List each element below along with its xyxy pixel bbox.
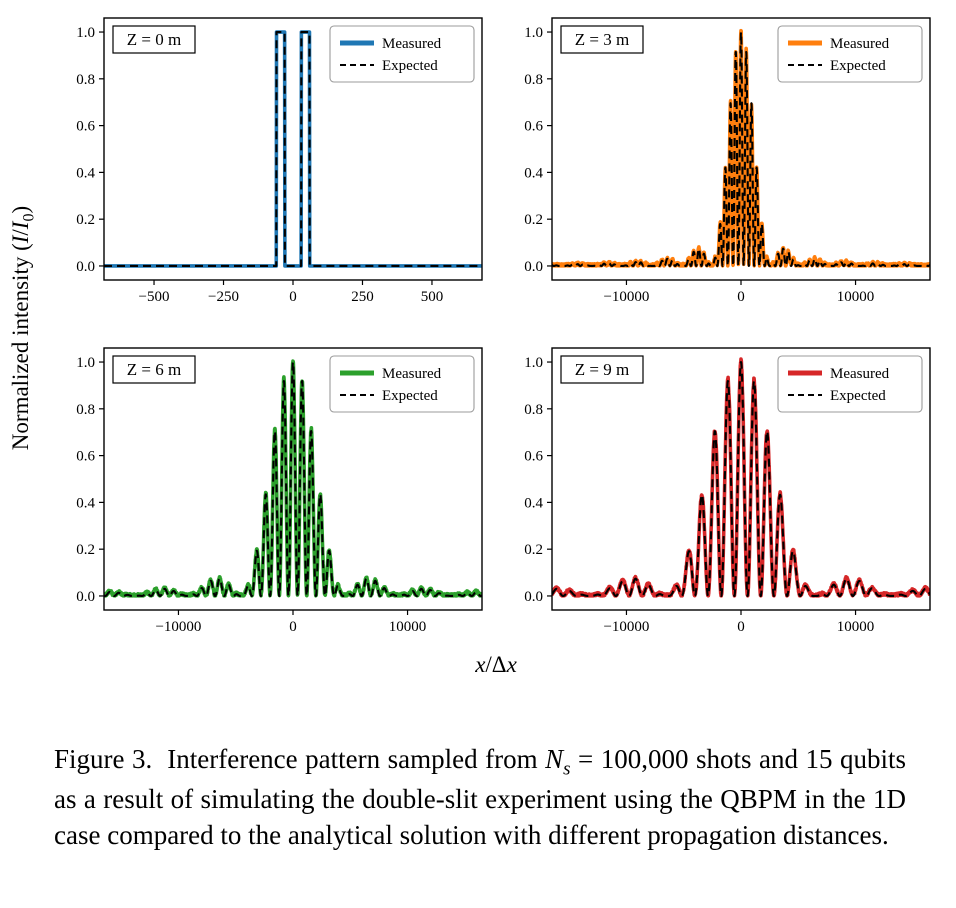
legend-expected-label: Expected xyxy=(382,58,438,74)
y-tick-label: 0.6 xyxy=(76,119,95,135)
expected-curve xyxy=(104,360,482,598)
y-tick-label: 0.2 xyxy=(76,542,95,558)
y-tick-label: 1.0 xyxy=(524,25,543,41)
panel-label-box xyxy=(560,355,644,384)
x-tick-label: −10000 xyxy=(155,619,201,635)
x-tick-label: −250 xyxy=(208,289,239,305)
text-segment: ) xyxy=(8,205,33,214)
legend-box xyxy=(777,355,923,413)
y-tick-label: 0.4 xyxy=(76,165,95,181)
x-tick-label: 10000 xyxy=(837,619,875,635)
plot-frame xyxy=(103,347,483,611)
plots-grid: −500 −250 0 250 500 0.0 0.2 0.4 0.6 0.8 1.0 Z = 0 m… xyxy=(52,8,940,648)
x-tick-label: 10000 xyxy=(389,619,427,635)
y-tick-label: 1.0 xyxy=(524,355,543,371)
text-segment: x xyxy=(506,652,517,677)
x-tick-label: 10000 xyxy=(837,289,875,305)
text-segment: N xyxy=(545,744,564,774)
text-segment: Figure 3. Interference pattern sampled f… xyxy=(54,744,546,774)
x-tick-label: 0 xyxy=(289,619,297,635)
panel-label-box xyxy=(112,355,196,384)
panel-label-box xyxy=(112,25,196,54)
legend-box xyxy=(329,25,475,83)
plot-frame xyxy=(551,17,931,281)
text-segment: /Δ xyxy=(485,652,507,677)
y-axis-label: Normalized intensity (I/I0) xyxy=(8,8,40,648)
text-segment: I xyxy=(8,221,33,230)
text-segment: = 100,000 shots and 15 qubits as a resul… xyxy=(54,744,906,850)
subplot-svg: −10000 0 10000 0.0 0.2 0.4 0.6 0.8 1.0 Z = 9 m Mea… xyxy=(524,347,931,635)
legend-measured-label: Measured xyxy=(382,36,442,52)
text-segment: Normalized intensity ( xyxy=(8,243,33,451)
legend-measured-label: Measured xyxy=(830,366,890,382)
x-tick-label: −500 xyxy=(139,289,170,305)
subplot-z9: −10000 0 10000 0.0 0.2 0.4 0.6 0.8 1.0 Z = 9 m Mea… xyxy=(500,338,940,648)
plot-frame xyxy=(551,347,931,611)
subplot-z0: −500 −250 0 250 500 0.0 0.2 0.4 0.6 0.8 1.0 Z = 0 m… xyxy=(52,8,492,318)
y-tick-label: 0.6 xyxy=(524,449,543,465)
subplot-svg: −10000 0 10000 0.0 0.2 0.4 0.6 0.8 1.0 Z = 6 m Mea… xyxy=(76,347,483,635)
plot-frame xyxy=(103,17,483,281)
expected-curve xyxy=(104,30,482,268)
y-tick-label: 0.4 xyxy=(524,495,543,511)
panel-label-box xyxy=(560,25,644,54)
x-axis-label: x/Δx xyxy=(52,652,940,678)
y-tick-label: 0.0 xyxy=(76,589,95,605)
x-tick-label: −10000 xyxy=(603,289,649,305)
y-tick-label: 0.8 xyxy=(524,72,543,88)
legend-measured-label: Measured xyxy=(382,366,442,382)
legend-expected-label: Expected xyxy=(830,58,886,74)
text-segment: / xyxy=(8,229,33,236)
text-segment: I xyxy=(8,235,33,244)
y-tick-label: 0.6 xyxy=(76,449,95,465)
legend-box xyxy=(777,25,923,83)
y-tick-label: 0.8 xyxy=(524,402,543,418)
y-tick-label: 1.0 xyxy=(76,355,95,371)
subplot-z6: −10000 0 10000 0.0 0.2 0.4 0.6 0.8 1.0 Z = 6 m Mea… xyxy=(52,338,492,648)
y-tick-label: 0.6 xyxy=(524,119,543,135)
legend-expected-label: Expected xyxy=(382,388,438,404)
x-tick-label: 250 xyxy=(351,289,374,305)
panel-label-text: Z = 3 m xyxy=(575,30,629,49)
expected-curve xyxy=(552,30,930,268)
subplot-svg: −500 −250 0 250 500 0.0 0.2 0.4 0.6 0.8 1.0 Z = 0 m… xyxy=(76,17,483,305)
y-tick-label: 0.4 xyxy=(76,495,95,511)
x-tick-label: 0 xyxy=(289,289,297,305)
y-tick-label: 0.0 xyxy=(524,589,543,605)
y-tick-label: 0.2 xyxy=(524,542,543,558)
y-tick-label: 0.0 xyxy=(76,259,95,275)
text-segment: s xyxy=(563,758,571,780)
x-tick-label: 500 xyxy=(421,289,444,305)
y-tick-label: 0.4 xyxy=(524,165,543,181)
subplot-z3: −10000 0 10000 0.0 0.2 0.4 0.6 0.8 1.0 Z = 3 m Mea… xyxy=(500,8,940,318)
subplot-svg: −10000 0 10000 0.0 0.2 0.4 0.6 0.8 1.0 Z = 3 m Mea… xyxy=(524,17,931,305)
legend-box xyxy=(329,355,475,413)
y-tick-label: 0.2 xyxy=(524,212,543,228)
y-tick-label: 0.8 xyxy=(76,402,95,418)
y-tick-label: 0.8 xyxy=(76,72,95,88)
legend-measured-label: Measured xyxy=(830,36,890,52)
figure-caption: Figure 3. Interference pattern sampled f… xyxy=(54,742,906,854)
panel-label-text: Z = 9 m xyxy=(575,360,629,379)
x-tick-label: 0 xyxy=(737,619,745,635)
text-segment: 0 xyxy=(20,213,38,222)
panel-label-text: Z = 0 m xyxy=(127,30,181,49)
x-tick-label: −10000 xyxy=(603,619,649,635)
y-tick-label: 1.0 xyxy=(76,25,95,41)
expected-curve xyxy=(552,360,930,598)
y-tick-label: 0.2 xyxy=(76,212,95,228)
legend-expected-label: Expected xyxy=(830,388,886,404)
panel-label-text: Z = 6 m xyxy=(127,360,181,379)
y-tick-label: 0.0 xyxy=(524,259,543,275)
x-tick-label: 0 xyxy=(737,289,745,305)
text-segment: x xyxy=(475,652,486,677)
